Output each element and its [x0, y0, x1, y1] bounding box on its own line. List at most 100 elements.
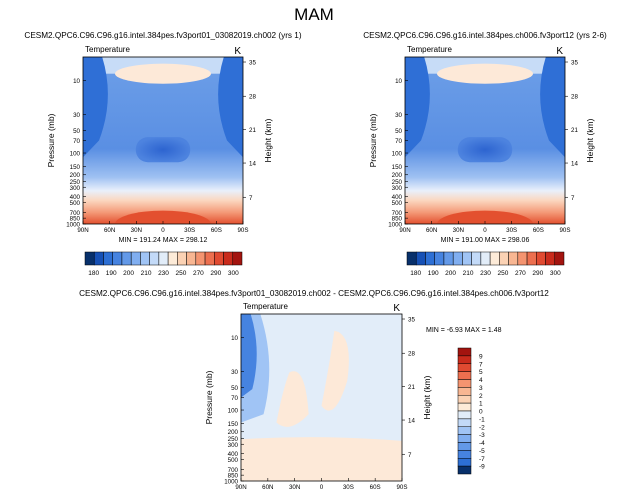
y-tick-label: 1000 — [388, 222, 402, 229]
y2-tick-label: 35 — [408, 317, 415, 324]
y2-tick-label: 14 — [571, 161, 578, 168]
x-tick-label: 30S — [184, 227, 195, 234]
colorbar-swatch — [536, 251, 546, 266]
y-tick-label: 100 — [70, 151, 81, 158]
colorbar-swatch — [457, 371, 472, 380]
field-negative-inner — [241, 314, 257, 398]
colorbar-swatch — [112, 251, 123, 266]
y2-tick-label: 35 — [249, 60, 256, 67]
field-cold-tropopause — [457, 137, 513, 163]
y-tick-label: 700 — [228, 467, 239, 474]
field-positive-lower — [241, 437, 402, 481]
y-tick-label: 70 — [395, 138, 402, 145]
colorbar-label: 270 — [515, 270, 526, 277]
colorbar-swatch — [406, 251, 417, 266]
y-tick-label: 1000 — [66, 222, 80, 229]
colorbar-swatch — [121, 251, 132, 266]
colorbar-swatch — [195, 251, 206, 266]
colorbar-label: -9 — [479, 464, 485, 471]
colorbar-swatch — [480, 251, 491, 266]
y2-tick-label: 7 — [408, 452, 412, 459]
colorbar-swatch — [489, 251, 500, 266]
colorbar-swatch — [457, 347, 472, 357]
colorbar-label: 0 — [479, 409, 483, 416]
colorbar-swatch — [457, 387, 472, 396]
colorbar-1: 180 190 200 210 230 250 270 290 300 — [84, 251, 243, 277]
colorbar-swatch — [158, 251, 169, 266]
colorbar-label: 210 — [463, 270, 474, 277]
y-tick-label: 70 — [231, 395, 238, 402]
colorbar-swatch — [140, 251, 150, 266]
y2-tick-label: 28 — [571, 94, 578, 101]
field-cold-tropopause — [135, 137, 191, 163]
field-cold-pole-north — [405, 57, 430, 158]
colorbar-swatch — [214, 251, 224, 266]
colorbar-label: -2 — [479, 424, 485, 431]
panel-3: CESM2.QPC6.C96.C96.g16.intel.384pes.fv3p… — [79, 289, 549, 491]
y2-tick-label: 28 — [249, 94, 256, 101]
colorbar-swatch — [499, 251, 509, 266]
colorbar-label: 190 — [428, 270, 439, 277]
colorbar-label: 300 — [550, 270, 561, 277]
y-tick-label: 250 — [70, 179, 81, 186]
y-tick-label: 300 — [228, 442, 239, 449]
variable-label: Temperature — [407, 45, 452, 54]
y-tick-label: 150 — [228, 421, 239, 428]
y-tick-label: 200 — [392, 172, 403, 179]
colorbar-swatch — [545, 251, 556, 266]
colorbar-label: 7 — [479, 361, 483, 368]
stats-text: MIN = 191.24 MAX = 298.12 — [119, 237, 208, 244]
panel-title: CESM2.QPC6.C96.C96.g16.intel.384pes.fv3p… — [24, 31, 301, 40]
colorbar-swatch — [462, 251, 472, 266]
colorbar-label: 2 — [479, 393, 483, 400]
x-tick-label: 60S — [211, 227, 222, 234]
colorbar-label: 9 — [479, 353, 483, 360]
colorbar-swatch — [457, 355, 472, 364]
x-tick-label: 90S — [559, 227, 570, 234]
colorbar-label: 270 — [193, 270, 204, 277]
difference-field — [241, 314, 402, 481]
y-axis-label: Pressure (mb) — [368, 113, 378, 167]
colorbar-label: 200 — [445, 270, 456, 277]
y-tick-label: 700 — [392, 210, 403, 217]
y-tick-label: 250 — [228, 436, 239, 443]
y-tick-label: 300 — [392, 185, 403, 192]
x-tick-label: 90S — [396, 484, 407, 491]
y-tick-label: 10 — [231, 335, 238, 342]
colorbar-label: 210 — [141, 270, 152, 277]
colorbar-swatch — [457, 379, 472, 388]
y-tick-label: 50 — [231, 385, 238, 392]
x-tick-label: 30N — [453, 227, 464, 234]
colorbar-swatch — [177, 251, 187, 266]
y2-tick-label: 14 — [408, 418, 415, 425]
colorbar-swatch — [457, 465, 472, 475]
field-cold-pole-south — [218, 57, 243, 158]
units-label: K — [556, 46, 563, 57]
stats-text: MIN = 191.00 MAX = 298.06 — [441, 237, 530, 244]
y-tick-label: 50 — [395, 128, 402, 135]
y-tick-label: 150 — [70, 164, 81, 171]
units-label: K — [234, 46, 241, 57]
colorbar-label: 180 — [410, 270, 421, 277]
colorbar-swatch — [457, 426, 472, 435]
y-tick-label: 500 — [392, 200, 403, 207]
x-tick-label: 0 — [483, 227, 487, 234]
y-axis-label: Pressure (mb) — [46, 113, 56, 167]
colorbar-label: 1 — [479, 401, 483, 408]
colorbar-label: 250 — [498, 270, 509, 277]
colorbar-label: 230 — [480, 270, 491, 277]
y-tick-label: 400 — [392, 194, 403, 201]
x-tick-label: 0 — [320, 484, 324, 491]
colorbar-swatch — [471, 251, 482, 266]
y2-axis-label: Height (km) — [263, 118, 273, 162]
temperature-field — [405, 57, 565, 224]
y-tick-label: 1000 — [224, 479, 238, 486]
variable-label: Temperature — [243, 302, 288, 311]
field-warm-stratopause — [437, 63, 533, 84]
colorbar-swatch — [457, 418, 472, 427]
x-tick-label: 0 — [161, 227, 165, 234]
y-tick-label: 500 — [228, 457, 239, 464]
y2-axis-label: Height (km) — [585, 118, 595, 162]
y2-tick-label: 21 — [571, 127, 578, 134]
